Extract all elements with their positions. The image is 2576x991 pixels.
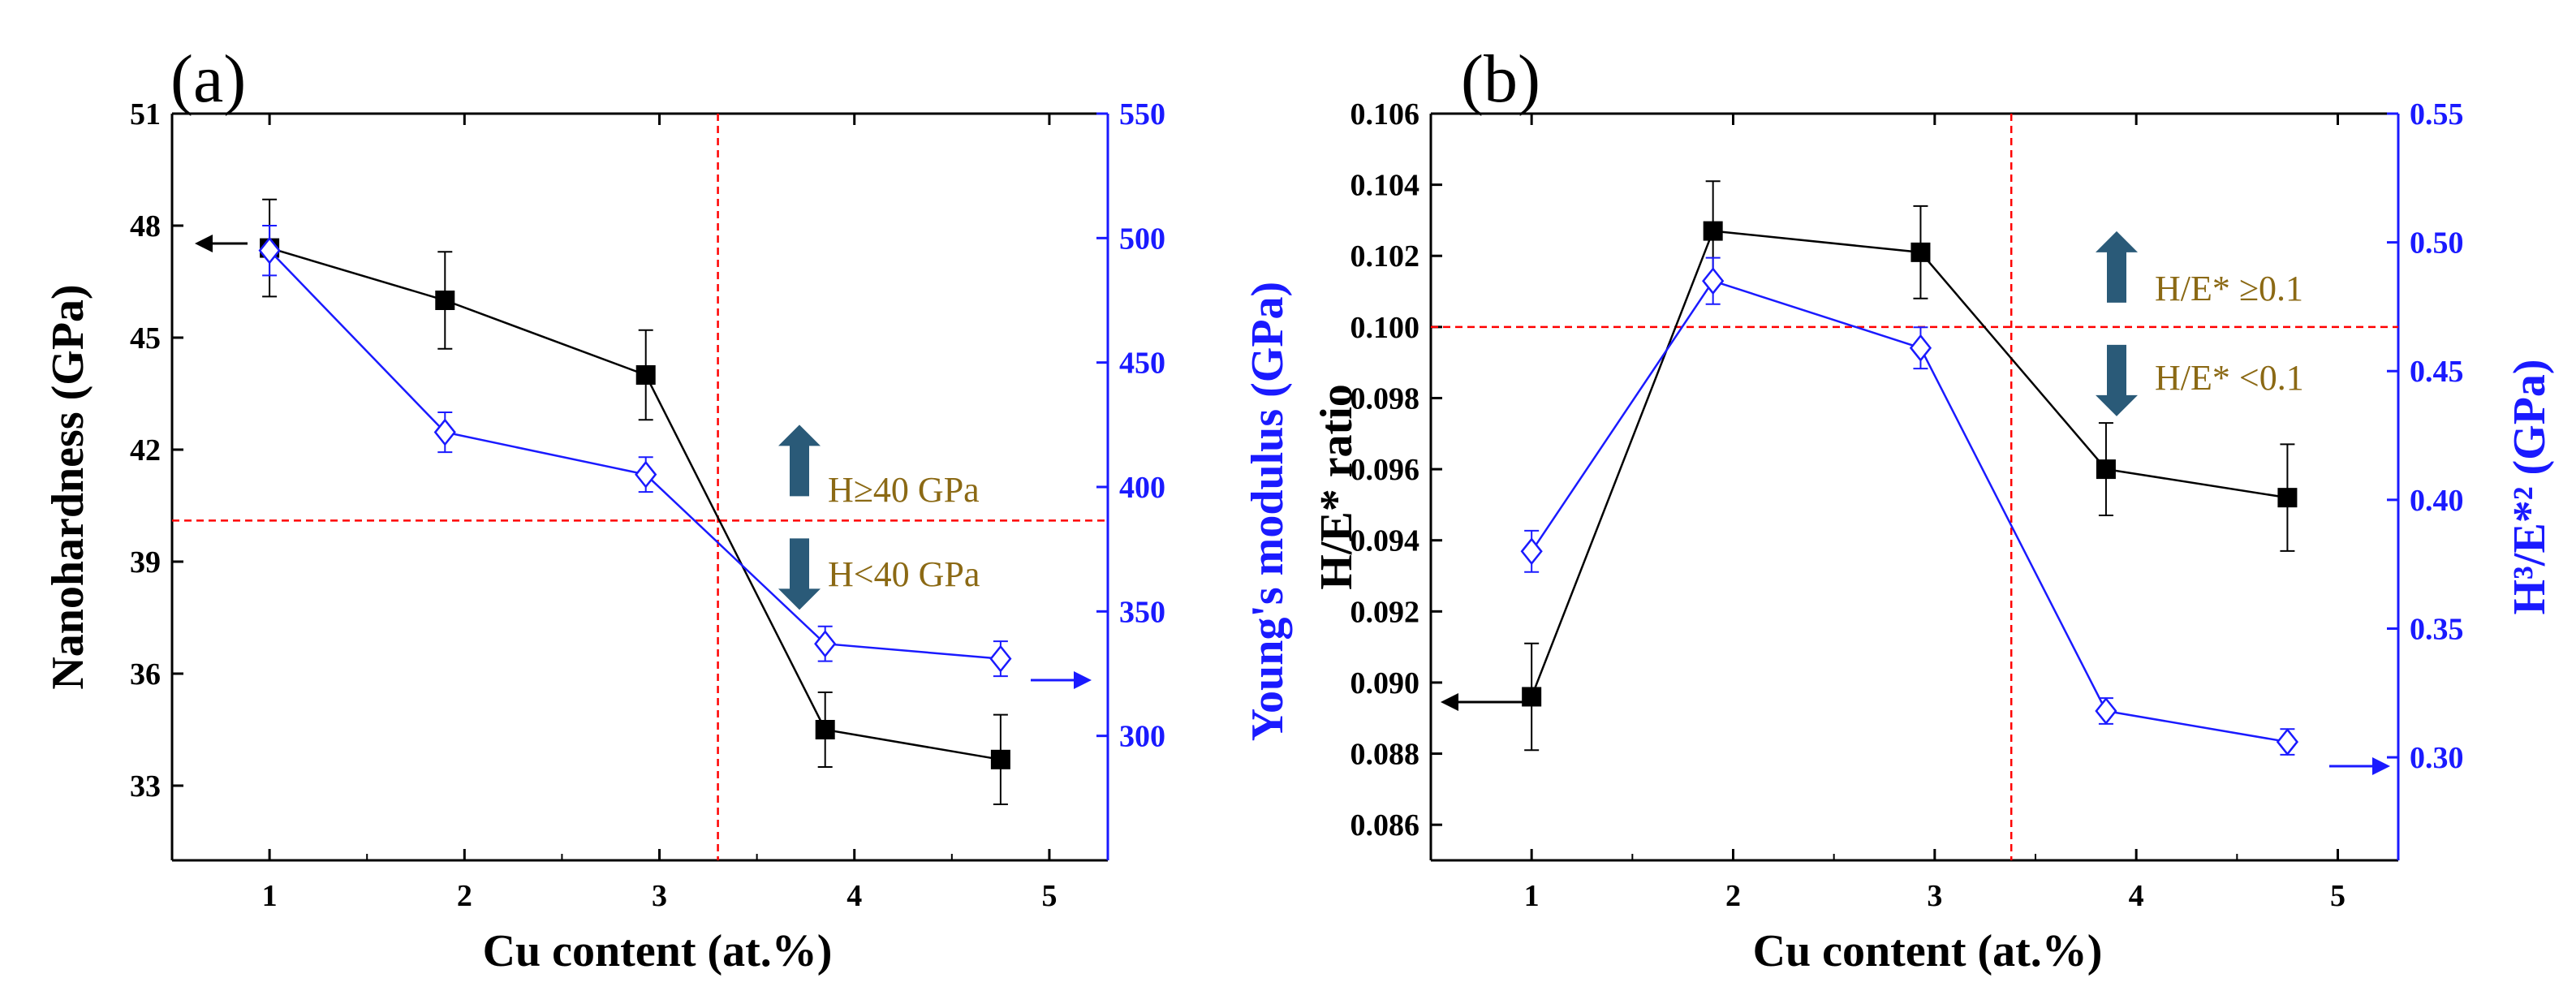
panel-a-y-left-tick-label: 39 <box>130 545 161 580</box>
panel-a-y-right-tick-label: 550 <box>1119 97 1165 131</box>
panel-b-diamond-marker <box>1520 537 1543 566</box>
panel-a-modulus-series <box>258 225 1012 678</box>
panel-b-diamond-marker <box>2095 696 2117 726</box>
panel-a-chart: (a) 1 2 3 4 53336394245485130035040045050055… <box>43 41 1293 976</box>
panel-a-y-left-tick-label: 33 <box>130 769 161 804</box>
panel-a-x-tick-label: 2 <box>457 879 472 913</box>
panel-a-x-tick-label: 4 <box>846 879 862 913</box>
panel-a-y-right-tick-label: 400 <box>1119 471 1165 505</box>
panel-a-square-marker <box>990 749 1010 769</box>
panel-b-threshold-lines <box>1431 114 2398 860</box>
panel-a-y-right-label: Young's modulus (GPa) <box>1243 282 1293 741</box>
panel-b-x-tick-label: 4 <box>2129 879 2144 913</box>
panel-a-left-axis-pointer-head <box>195 235 213 252</box>
panel-b-y-right-label: H³/E*² (GPa) <box>2505 359 2555 614</box>
panel-b-y-left-tick-label: 0.098 <box>1350 381 1420 416</box>
panel-b-y-left-tick-label: 0.092 <box>1350 595 1420 629</box>
panel-b-hard-ratio-series <box>1522 180 2298 752</box>
panel-a-right-axis-pointer-head <box>1074 671 1092 689</box>
panel-a-y-left-tick-label: 42 <box>130 433 161 467</box>
panel-a-square-marker <box>635 365 656 385</box>
panel-b-square-marker <box>1522 687 1542 707</box>
panel-b-y-right-tick-label: 0.30 <box>2410 741 2464 775</box>
panel-b-y-left-tick-label: 0.104 <box>1350 169 1420 203</box>
panel-b-right-axis-pointer-head <box>2372 757 2390 775</box>
panel-b-y-left-tick-label: 0.090 <box>1350 666 1420 700</box>
panel-b-diamond-marker <box>1702 267 1725 295</box>
panel-a-diamond-marker <box>635 460 657 489</box>
panel-b-series-2-line <box>1531 279 2288 743</box>
panel-b-y-left-tick-label: 0.088 <box>1350 738 1420 772</box>
panel-b-x-tick-label: 1 <box>1524 879 1540 913</box>
panel-a-square-marker <box>435 291 455 310</box>
panel-b-y-left-tick-label: 0.096 <box>1350 453 1420 487</box>
panel-a-diamond-marker <box>814 630 837 658</box>
panel-b-y-right-tick-label: 0.40 <box>2410 484 2464 518</box>
panel-b-x-tick-label: 5 <box>2330 879 2346 913</box>
panel-a-y-right-tick-label: 350 <box>1119 595 1165 629</box>
panel-b-decorations <box>1441 231 2390 775</box>
panel-a-y-left-tick-label: 45 <box>130 321 161 355</box>
panel-b-diamond-marker <box>1909 334 1932 362</box>
panel-a-diamond-marker <box>258 236 281 265</box>
panel-a-y-right-tick-label: 300 <box>1119 720 1165 754</box>
panel-b-y-right-tick-label: 0.45 <box>2410 355 2464 389</box>
panel-a-y-left-tick-label: 48 <box>130 209 161 243</box>
panel-b-tick-labels: 1 2 3 4 5 0.086 0.088 0.090 0.092 0.094 0.096 0.098… <box>1350 97 2464 913</box>
panel-b-down-arrow-icon <box>2096 344 2138 416</box>
panel-a-series-2-line <box>269 249 1001 660</box>
panel-b-y-left-tick-label: 0.086 <box>1350 808 1420 842</box>
panel-a-decorations <box>195 235 1092 689</box>
panel-b-chart: (b) 1 2 3 4 5 0.086 0.088 0.090 0.092 0.094 0.096 0… <box>1312 41 2555 976</box>
panel-b-square-marker <box>2096 459 2116 480</box>
panel-a-annotation-above: H≥40 GPa <box>828 470 980 510</box>
panel-a-threshold-lines <box>172 114 1108 860</box>
panel-a-diamond-marker <box>989 644 1012 673</box>
panel-b-label: (b) <box>1461 41 1540 117</box>
panel-a-x-tick-label: 3 <box>652 879 667 913</box>
panel-a-label: (a) <box>170 41 246 117</box>
panel-b-y-right-tick-label: 0.55 <box>2410 97 2464 131</box>
panel-b-axes <box>1429 112 2400 862</box>
panel-a-diamond-marker <box>433 418 456 446</box>
panel-a-y-left-label: Nanohardness (GPa) <box>43 284 93 689</box>
panel-b-y-left-tick-label: 0.094 <box>1350 524 1420 558</box>
panel-b-y-left-label: H/E* ratio <box>1312 384 1362 590</box>
panel-b-up-arrow-icon <box>2096 231 2138 303</box>
panel-a-up-arrow-icon <box>778 424 821 497</box>
panel-b-x-label: Cu content (at.%) <box>1753 926 2103 976</box>
panel-b-diamond-marker <box>2276 728 2299 756</box>
panel-b-h3e2-series <box>1520 256 2299 756</box>
panel-b-x-tick-label: 3 <box>1927 879 1942 913</box>
panel-a-x-tick-label: 5 <box>1041 879 1057 913</box>
panel-a-x-label: Cu content (at.%) <box>483 926 833 976</box>
panel-b-square-marker <box>1910 242 1931 262</box>
panel-a-square-marker <box>815 720 835 739</box>
panel-a-y-left-tick-label: 51 <box>130 97 161 131</box>
panel-a-y-right-tick-label: 450 <box>1119 347 1165 381</box>
panel-b-left-axis-pointer-head <box>1441 693 1458 711</box>
panel-a-y-right-tick-label: 500 <box>1119 222 1165 256</box>
panel-a-axes <box>170 112 1109 862</box>
panel-b-x-tick-label: 2 <box>1725 879 1741 913</box>
panel-a-down-arrow-icon <box>778 538 821 610</box>
panel-b-annotation-above: H/E* ≥0.1 <box>2155 269 2303 308</box>
panel-b-annotation-below: H/E* <0.1 <box>2155 358 2304 398</box>
panel-b-y-right-tick-label: 0.35 <box>2410 612 2464 646</box>
panel-a-annotation-below: H<40 GPa <box>828 554 980 594</box>
panel-b-y-left-tick-label: 0.106 <box>1350 97 1420 131</box>
panel-a-x-tick-label: 1 <box>262 879 278 913</box>
panel-b-square-marker <box>1703 221 1723 241</box>
panel-b-y-left-tick-label: 0.100 <box>1350 311 1420 345</box>
panel-b-square-marker <box>2277 488 2298 508</box>
panel-a-y-left-tick-label: 36 <box>130 657 161 692</box>
panel-b-y-left-tick-label: 0.102 <box>1350 239 1420 274</box>
panel-b-y-right-tick-label: 0.50 <box>2410 226 2464 261</box>
